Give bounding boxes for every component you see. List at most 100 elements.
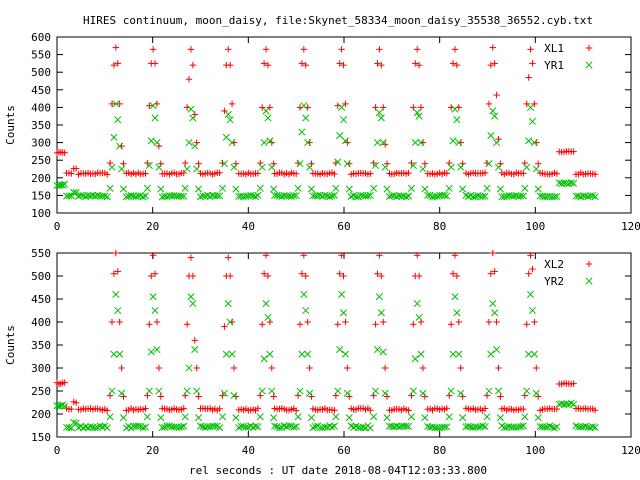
data-point: [228, 100, 236, 108]
data-point: [332, 159, 340, 167]
data-point: [451, 293, 459, 301]
data-point: [421, 393, 429, 400]
data-point: [106, 413, 114, 421]
data-point: [256, 184, 264, 192]
data-point: [302, 272, 309, 280]
data-point: [338, 290, 346, 298]
data-point: [340, 272, 347, 280]
data-point: [359, 423, 367, 431]
data-point: [405, 407, 412, 414]
data-point: [290, 423, 298, 431]
series-XL1: [53, 44, 599, 178]
data-point: [495, 364, 502, 372]
x-tick-label: 0: [54, 220, 61, 233]
data-point: [195, 393, 202, 400]
data-point: [149, 46, 157, 53]
data-point: [424, 191, 432, 199]
data-point: [483, 184, 491, 192]
data-point: [535, 393, 542, 400]
data-point: [372, 387, 380, 395]
data-point: [294, 413, 302, 421]
data-point: [157, 393, 164, 400]
data-point: [225, 46, 232, 53]
data-point: [330, 191, 338, 199]
data-point: [487, 350, 495, 358]
data-point: [304, 139, 312, 147]
data-point: [298, 350, 306, 358]
data-point: [346, 393, 353, 400]
y-tick-label: 200: [31, 408, 51, 421]
data-point: [259, 104, 266, 111]
data-point: [457, 389, 465, 397]
data-point: [374, 270, 381, 277]
data-point: [254, 191, 262, 199]
legend-marker: [585, 61, 593, 69]
data-point: [481, 169, 489, 176]
data-point: [213, 192, 221, 200]
data-point: [268, 387, 276, 395]
data-point: [300, 46, 308, 53]
data-point: [300, 102, 308, 110]
data-point: [334, 158, 342, 166]
data-point: [108, 387, 116, 395]
data-point: [493, 91, 500, 99]
data-point: [343, 160, 351, 168]
data-point: [589, 192, 597, 200]
data-point: [114, 116, 122, 124]
data-point: [330, 422, 338, 430]
data-point: [155, 387, 163, 395]
data-point: [567, 179, 575, 187]
data-point: [553, 192, 561, 201]
x-tick-label: 80: [433, 444, 446, 457]
data-point: [410, 104, 417, 111]
data-point: [285, 422, 293, 430]
data-point: [230, 364, 238, 372]
data-point: [292, 192, 300, 200]
data-point: [264, 313, 272, 321]
data-point: [459, 185, 467, 193]
data-point: [228, 350, 236, 358]
data-point: [370, 413, 378, 421]
data-point: [500, 193, 508, 201]
legend-marker: [585, 277, 593, 285]
data-point: [149, 293, 157, 301]
data-point: [142, 405, 149, 412]
y-tick-label: 550: [31, 49, 51, 62]
data-point: [453, 309, 461, 317]
data-point: [372, 321, 379, 328]
data-point: [268, 163, 276, 171]
data-point: [487, 132, 495, 140]
data-point: [525, 350, 533, 358]
data-point: [110, 133, 118, 141]
data-point: [108, 100, 116, 108]
data-point: [228, 139, 236, 147]
y-tick-label: 300: [31, 362, 51, 375]
data-point: [591, 423, 599, 432]
data-point: [479, 192, 487, 200]
x-axis-label: rel seconds : UT date 2018-08-04T12:03:3…: [189, 464, 487, 477]
data-point: [455, 350, 463, 358]
data-point: [216, 169, 223, 177]
data-point: [119, 185, 128, 193]
data-point: [526, 103, 535, 111]
data-point: [332, 413, 340, 421]
data-point: [306, 389, 314, 397]
data-point: [61, 402, 69, 410]
data-point: [195, 414, 203, 422]
data-point: [489, 107, 497, 115]
data-point: [445, 413, 453, 421]
data-point: [180, 422, 188, 430]
y-tick-label: 300: [31, 137, 51, 150]
data-point: [366, 424, 374, 432]
data-point: [151, 270, 159, 277]
data-point: [216, 192, 224, 200]
data-point: [120, 160, 127, 167]
data-point: [532, 165, 540, 173]
data-point: [449, 137, 457, 145]
data-point: [336, 132, 344, 140]
legend-marker: [585, 44, 593, 52]
data-point: [378, 61, 385, 69]
data-point: [412, 60, 419, 67]
data-point: [260, 139, 268, 147]
data-point: [251, 422, 260, 430]
